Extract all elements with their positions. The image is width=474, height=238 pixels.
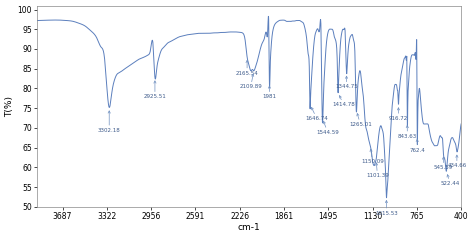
- Text: 2925.51: 2925.51: [144, 81, 166, 99]
- Text: 2165.54: 2165.54: [236, 60, 258, 76]
- Text: 843.63: 843.63: [398, 125, 417, 139]
- Text: 1981: 1981: [263, 86, 276, 99]
- Text: 1544.59: 1544.59: [316, 121, 339, 135]
- X-axis label: cm-1: cm-1: [237, 223, 260, 233]
- Text: 1646.74: 1646.74: [305, 107, 328, 121]
- Text: 762.4: 762.4: [410, 139, 425, 153]
- Text: 522.44: 522.44: [441, 175, 460, 186]
- Text: 916.72: 916.72: [389, 108, 408, 121]
- Text: 3302.18: 3302.18: [98, 111, 120, 133]
- Text: 434.66: 434.66: [447, 155, 466, 169]
- Y-axis label: T(%): T(%): [6, 96, 15, 117]
- Text: 1015.53: 1015.53: [375, 200, 398, 216]
- Text: 545.59: 545.59: [434, 157, 453, 170]
- Text: 1265.01: 1265.01: [349, 114, 372, 127]
- Text: 1344.75: 1344.75: [335, 76, 358, 89]
- Text: 1150.09: 1150.09: [361, 149, 384, 164]
- Text: 1414.78: 1414.78: [332, 96, 355, 107]
- Text: 1101.39: 1101.39: [366, 163, 389, 178]
- Text: 2109.89: 2109.89: [239, 74, 262, 89]
